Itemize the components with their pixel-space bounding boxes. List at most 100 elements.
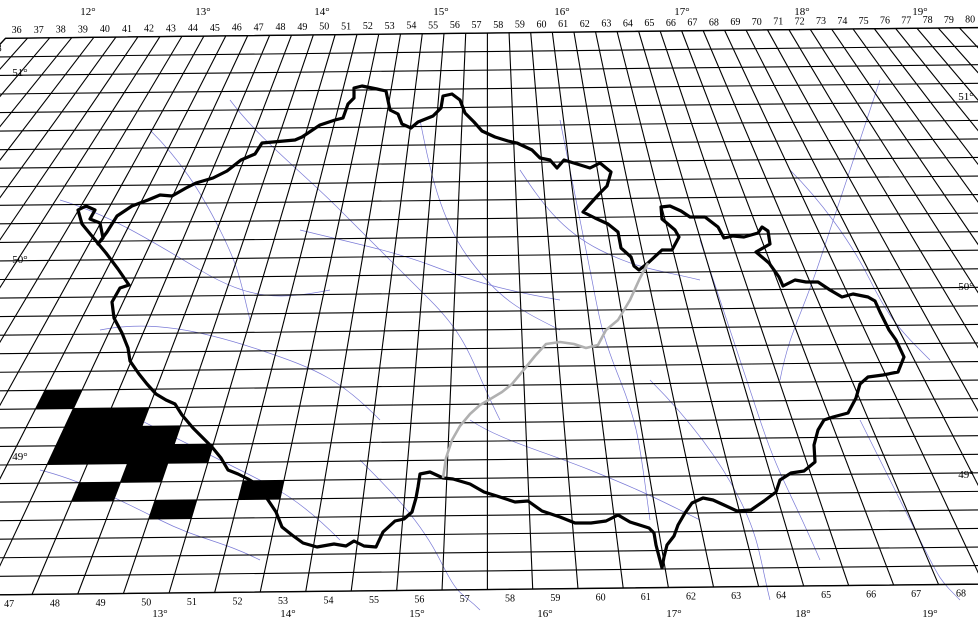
- labels-layer: 36 37 38 39 40 41 42 43 44 45 46 47 48 49 50 51 52 53 54 55…: [0, 6, 975, 617]
- parallel-line: [0, 119, 978, 132]
- right-latitude-label: 50°: [958, 281, 973, 293]
- bottom-column-label: 56: [414, 594, 424, 605]
- parallel-line: [0, 509, 978, 522]
- top-column-label: 45: [210, 23, 220, 34]
- parallel-line: [0, 472, 978, 485]
- occupied-cell-47-68: [64, 408, 112, 428]
- bottom-longitude-label: 15°: [409, 608, 424, 617]
- parallel-line: [0, 379, 978, 392]
- left-row-label: 48: [0, 44, 2, 55]
- parallel-line: [0, 268, 978, 281]
- bottom-column-label: 64: [776, 591, 786, 602]
- right-latitude-label: 51°: [958, 91, 973, 103]
- bottom-column-label: 62: [686, 592, 696, 603]
- parallel-line: [0, 416, 978, 429]
- top-column-label: 44: [188, 23, 198, 34]
- bottom-column-label: 58: [505, 594, 515, 605]
- bottom-column-label: 67: [911, 589, 921, 600]
- top-column-label: 72: [795, 16, 805, 27]
- top-column-label: 67: [687, 18, 697, 29]
- parallel-line: [0, 342, 978, 355]
- river-line: [559, 119, 651, 521]
- top-longitude-label: 15°: [433, 6, 448, 18]
- top-column-label: 54: [406, 21, 416, 32]
- bottom-column-label: 60: [596, 593, 606, 604]
- river-line: [149, 129, 251, 321]
- river-line: [359, 459, 481, 611]
- parallel-line: [0, 305, 978, 318]
- bottom-column-label: 55: [369, 595, 379, 606]
- occupied-cell-50-73: [148, 499, 197, 520]
- grid-layer: [0, 26, 978, 596]
- parallel-line: [0, 212, 978, 225]
- river-line: [519, 169, 701, 281]
- bottom-column-label: 66: [866, 590, 876, 601]
- top-column-label: 56: [450, 20, 460, 31]
- top-column-label: 62: [580, 19, 590, 30]
- bottom-column-label: 52: [232, 596, 242, 607]
- top-longitude-label: 18°: [794, 6, 809, 18]
- meridian-line: [916, 27, 978, 101]
- top-column-label: 48: [276, 22, 286, 33]
- top-column-label: 74: [837, 16, 847, 27]
- top-column-label: 80: [965, 15, 975, 26]
- occupied-cell-50-70: [167, 444, 214, 464]
- meridian-line: [0, 36, 117, 199]
- bottom-longitude-label: 14°: [280, 608, 295, 617]
- parallel-line: [0, 360, 978, 373]
- bottom-column-label: 48: [50, 599, 60, 610]
- top-column-label: 76: [880, 16, 890, 27]
- occupied-cell-47-70: [47, 445, 96, 465]
- top-longitude-label: 13°: [195, 6, 210, 18]
- parallel-line: [0, 175, 978, 188]
- river-line: [299, 229, 561, 301]
- bottom-column-label: 63: [731, 591, 741, 602]
- parallel-line: [0, 156, 978, 169]
- country-border-layer: [76, 84, 906, 570]
- top-column-label: 52: [363, 21, 373, 32]
- river-line: [469, 419, 701, 521]
- meridian-line: [0, 36, 139, 241]
- top-longitude-label: 14°: [314, 6, 329, 18]
- parallel-line: [0, 45, 978, 58]
- bottom-column-label: 61: [641, 592, 651, 603]
- parallel-line: [0, 82, 978, 95]
- top-column-label: 61: [558, 19, 568, 30]
- top-column-label: 70: [752, 17, 762, 28]
- bottom-longitude-label: 17°: [666, 608, 681, 617]
- bottom-column-label: 68: [956, 589, 966, 600]
- occupied-cell-48-70: [87, 444, 135, 465]
- top-column-label: 78: [923, 15, 933, 26]
- top-column-label: 42: [144, 24, 154, 35]
- top-column-label: 38: [56, 25, 66, 36]
- top-column-label: 71: [773, 17, 783, 28]
- top-column-label: 66: [666, 18, 676, 29]
- bottom-column-label: 54: [323, 595, 333, 606]
- top-column-label: 37: [34, 25, 44, 36]
- parallel-line: [0, 435, 978, 448]
- top-column-label: 60: [537, 19, 547, 30]
- bottom-column-label: 50: [141, 597, 151, 608]
- top-column-label: 49: [297, 22, 307, 33]
- river-line: [649, 379, 771, 601]
- top-longitude-label: 17°: [674, 6, 689, 18]
- parallel-line: [0, 453, 978, 466]
- parallel-line: [0, 527, 978, 540]
- top-column-label: 40: [100, 24, 110, 35]
- parallel-line: [0, 323, 978, 336]
- parallel-line: [0, 249, 978, 262]
- top-column-label: 75: [859, 16, 869, 27]
- bottom-longitude-label: 18°: [795, 608, 810, 617]
- top-column-label: 79: [944, 15, 954, 26]
- map-frame: [0, 26, 978, 596]
- top-column-label: 41: [122, 24, 132, 35]
- bottom-longitude-label: 13°: [152, 608, 167, 617]
- top-column-label: 77: [901, 15, 911, 26]
- left-latitude-label: 51°: [12, 67, 27, 79]
- left-latitude-label: 49°: [12, 451, 27, 463]
- occupied-cells-layer: [35, 389, 284, 520]
- top-column-label: 57: [472, 20, 482, 31]
- river-line: [99, 325, 381, 421]
- parallel-line: [0, 231, 978, 243]
- parallel-line: [0, 64, 978, 77]
